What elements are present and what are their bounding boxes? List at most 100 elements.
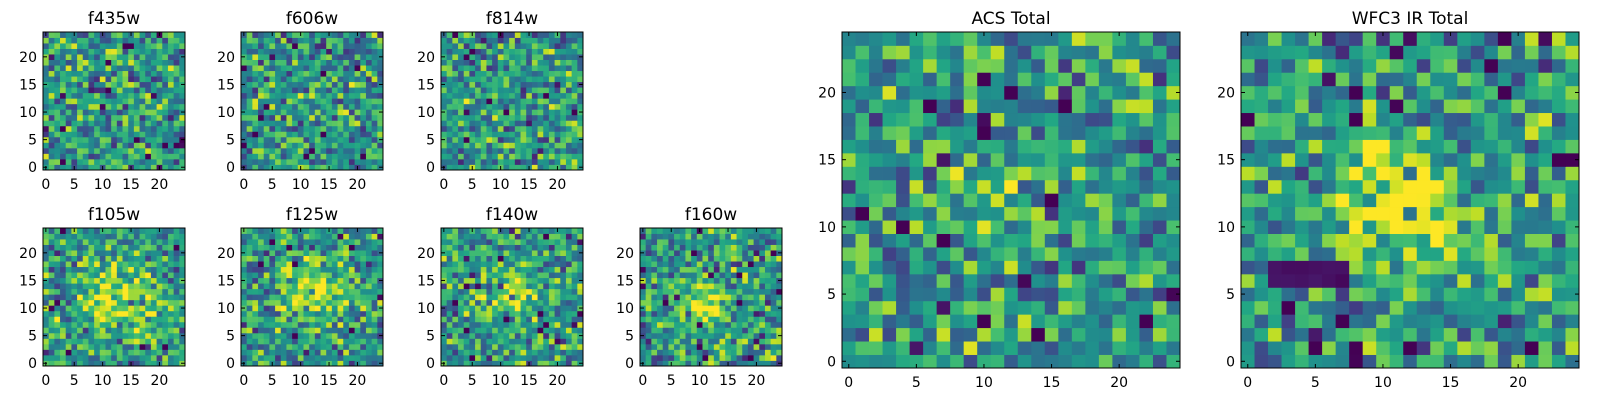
pixel-cell: [314, 288, 321, 295]
pixel-cell: [241, 316, 248, 323]
pixel-cell: [88, 125, 95, 132]
pixel-cell: [60, 332, 67, 339]
pixel-cell: [94, 288, 101, 295]
pixel-cell: [275, 272, 282, 279]
pixel-cell: [65, 109, 72, 116]
pixel-cell: [909, 300, 924, 315]
pixel-cell: [909, 247, 924, 261]
pixel-cell: [331, 266, 338, 273]
pixel-cell: [133, 37, 140, 44]
pixel-cell: [139, 59, 146, 66]
pixel-cell: [297, 316, 304, 323]
pixel-cell: [742, 332, 749, 339]
pixel-cell: [548, 354, 555, 361]
pixel-cell: [314, 92, 321, 99]
pixel-cell: [480, 120, 487, 127]
pixel-cell: [571, 266, 578, 273]
pixel-cell: [133, 261, 140, 268]
pixel-cell: [48, 327, 55, 334]
pixel-cell: [963, 166, 978, 181]
pixel-cell: [331, 305, 338, 312]
pixel-cell: [60, 250, 67, 256]
pixel-cell: [674, 305, 681, 312]
pixel-cell: [331, 255, 338, 262]
pixel-cell: [560, 294, 567, 301]
pixel-cell: [258, 164, 265, 171]
pixel-cell: [719, 360, 726, 367]
pixel-cell: [1112, 354, 1127, 369]
pixel-cell: [446, 37, 453, 44]
pixel-cell: [923, 247, 938, 261]
pixel-cell: [156, 321, 163, 328]
pixel-cell: [1152, 314, 1167, 329]
pixel-cell: [571, 327, 578, 334]
pixel-cell: [708, 354, 715, 361]
pixel-cell: [469, 120, 476, 127]
pixel-cell: [116, 136, 123, 143]
pixel-cell: [577, 354, 584, 361]
pixel-cell: [691, 244, 698, 251]
pixel-cell: [331, 120, 338, 127]
pixel-cell: [303, 114, 310, 121]
pixel-cell: [776, 321, 783, 328]
pixel-cell: [909, 193, 924, 208]
pixel-cell: [320, 244, 327, 251]
pixel-cell: [509, 266, 516, 273]
pixel-cell: [531, 32, 538, 38]
pixel-cell: [241, 283, 248, 290]
pixel-cell: [452, 147, 459, 154]
pixel-cell: [747, 299, 754, 306]
pixel-cell: [65, 310, 72, 317]
pixel-cell: [452, 228, 459, 234]
pixel-cell: [258, 283, 265, 290]
pixel-cell: [111, 250, 118, 256]
pixel-cell: [303, 255, 310, 262]
pixel-cell: [337, 288, 344, 295]
pixel-cell: [486, 343, 493, 350]
pixel-cell: [531, 59, 538, 66]
pixel-cell: [139, 321, 146, 328]
pixel-cell: [54, 294, 61, 301]
pixel-cell: [82, 54, 89, 60]
pixel-cell: [128, 250, 135, 256]
pixel-cell: [88, 299, 95, 306]
pixel-cell: [463, 332, 470, 339]
pixel-cell: [770, 305, 777, 312]
pixel-cell: [475, 305, 482, 312]
pixel-cell: [452, 43, 459, 49]
pixel-cell: [179, 92, 186, 99]
pixel-cell: [469, 136, 476, 143]
x-tick-label: 10: [292, 177, 310, 193]
pixel-cell: [337, 43, 344, 49]
pixel-cell: [139, 261, 146, 268]
pixel-cell: [252, 54, 259, 60]
pixel-cell: [526, 299, 533, 306]
pixel-cell: [1125, 220, 1140, 234]
pixel-cell: [842, 247, 856, 261]
pixel-cell: [133, 98, 140, 105]
pixel-cell: [241, 92, 248, 99]
pixel-cell: [1085, 193, 1100, 208]
pixel-cell: [65, 98, 72, 105]
pixel-cell: [252, 332, 259, 339]
pixel-cell: [354, 332, 361, 339]
pixel-cell: [560, 277, 567, 284]
pixel-cell: [343, 147, 350, 154]
pixel-cell: [469, 81, 476, 88]
pixel-cell: [458, 233, 465, 240]
pixel-cell: [371, 32, 378, 38]
pixel-cell: [950, 166, 965, 181]
pixel-cell: [111, 125, 118, 132]
pixel-cell: [1031, 300, 1046, 315]
pixel-cell: [963, 354, 978, 369]
pixel-cell: [354, 120, 361, 127]
pixel-cell: [514, 310, 521, 317]
pixel-cell: [548, 349, 555, 356]
pixel-cell: [764, 338, 772, 345]
pixel-cell: [480, 164, 487, 171]
pixel-cell: [320, 147, 327, 154]
pixel-cell: [526, 120, 533, 127]
pixel-cell: [354, 147, 361, 154]
pixel-cell: [657, 316, 664, 323]
pixel-cell: [292, 70, 299, 77]
